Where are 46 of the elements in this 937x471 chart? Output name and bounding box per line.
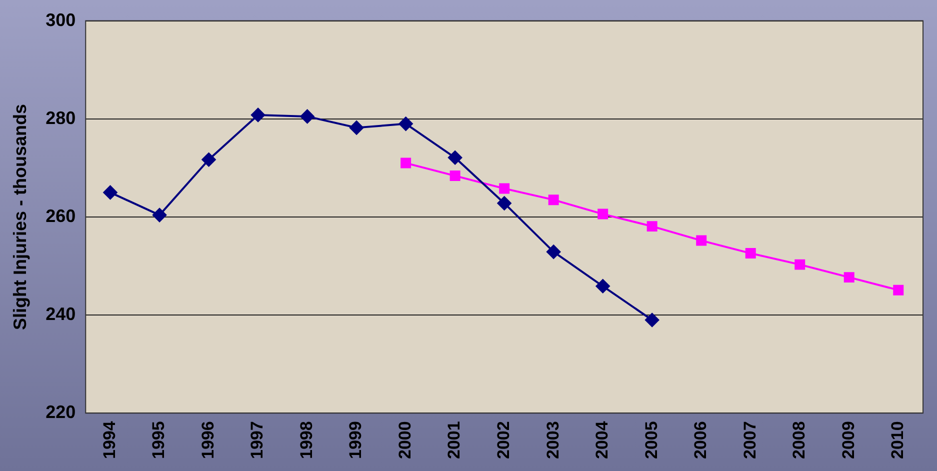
point (893, 284, 904, 296)
x-tick-label: 2007 (740, 421, 760, 460)
x-tick-label: 2008 (790, 421, 809, 460)
x-tick-label: 2010 (888, 421, 908, 460)
point (596, 279, 610, 294)
point (844, 272, 854, 283)
x-tick-label: 1995 (149, 421, 168, 460)
y-tick-label: 220 (46, 402, 76, 422)
x-tick-label: 1994 (100, 420, 119, 460)
point (497, 196, 512, 210)
point (202, 152, 216, 167)
point (696, 235, 707, 246)
point (794, 259, 806, 270)
x-tick-label: 2002 (494, 421, 514, 460)
point (251, 108, 266, 122)
y-axis-title: Slight Injuries - thousands (10, 104, 30, 330)
x-tick-label: 2000 (395, 421, 414, 460)
point (546, 244, 561, 259)
point (646, 221, 658, 232)
point (350, 120, 364, 135)
y-tick-label: 300 (46, 10, 76, 30)
x-tick-label: 1998 (296, 421, 316, 460)
x-tick-label: 2003 (543, 421, 562, 460)
point (645, 312, 660, 327)
point (398, 116, 413, 131)
y-tick-label: 280 (46, 108, 76, 128)
point (103, 185, 118, 200)
x-tick-label: 2001 (444, 421, 464, 460)
y-tick-label: 260 (46, 206, 76, 226)
point (450, 170, 460, 182)
point (745, 248, 756, 259)
point (300, 109, 314, 124)
x-tick-label: 2009 (838, 421, 858, 460)
point (152, 208, 167, 222)
point (400, 158, 412, 168)
x-tick-label: 1999 (346, 421, 366, 460)
y-tick-label: 240 (46, 304, 76, 324)
point (499, 183, 510, 194)
point (598, 208, 608, 220)
point (448, 150, 462, 165)
x-tick-label: 1996 (198, 421, 218, 460)
x-tick-label: 1997 (248, 421, 267, 460)
point (548, 194, 559, 206)
x-tick-label: 2005 (642, 421, 661, 460)
x-tick-label: 2004 (592, 420, 612, 460)
x-tick-label: 2006 (691, 421, 710, 460)
